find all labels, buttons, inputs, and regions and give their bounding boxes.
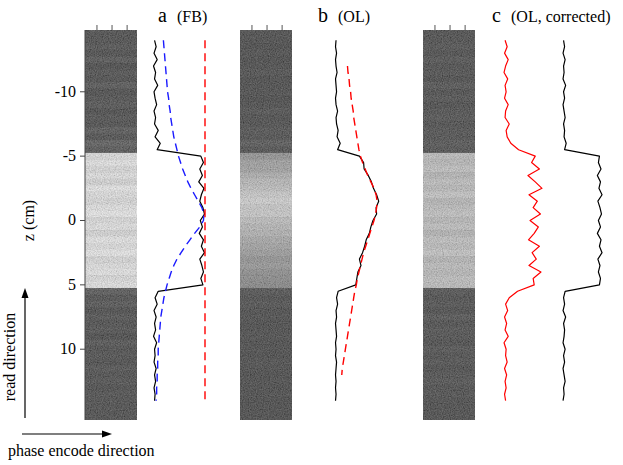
z-tick-label: 10 xyxy=(60,340,76,357)
profile-line xyxy=(156,40,204,400)
image-tick xyxy=(127,25,128,30)
image-tick xyxy=(96,25,97,30)
image xyxy=(423,30,475,420)
z-tick-label: -5 xyxy=(63,147,76,164)
image-noise xyxy=(85,30,137,420)
panel-letter: a xyxy=(158,4,167,26)
z-axis-line xyxy=(85,30,86,420)
image-background xyxy=(240,30,292,420)
phase-direction-label: phase encode direction xyxy=(8,442,155,460)
z-tick xyxy=(80,284,85,285)
image-noise xyxy=(240,30,292,420)
profile-line xyxy=(504,40,542,400)
panel-b: b (OL) xyxy=(240,4,379,421)
profile-line xyxy=(154,40,205,400)
z-tick xyxy=(80,156,85,157)
profile-line xyxy=(342,66,377,375)
panel-letter: b xyxy=(318,4,328,26)
read-direction-arrow xyxy=(24,296,25,418)
image-background xyxy=(85,30,137,420)
z-tick-label: -10 xyxy=(55,83,76,100)
panel-subtitle: (OL, corrected) xyxy=(511,8,611,26)
z-tick xyxy=(80,91,85,92)
profiles xyxy=(154,40,205,400)
image-tick xyxy=(450,25,451,30)
panel-subtitle: (FB) xyxy=(177,8,207,26)
image xyxy=(85,30,137,420)
profile-line xyxy=(563,40,602,400)
z-tick-label: 0 xyxy=(68,211,76,228)
phase-direction-arrowhead xyxy=(102,431,112,438)
profile-line xyxy=(336,40,379,400)
image-tick xyxy=(267,25,268,30)
read-direction-label: read direction xyxy=(1,313,18,401)
panel-subtitle: (OL) xyxy=(338,8,370,26)
figure: -10 -5 0 5 10 z (cm) a (FB) read direction phase … xyxy=(0,0,623,465)
profiles xyxy=(504,40,602,400)
image-background xyxy=(423,30,475,420)
z-tick xyxy=(80,220,85,221)
image xyxy=(240,30,292,420)
image-tick xyxy=(251,25,252,30)
panel-a: -10 -5 0 5 10 z (cm) a (FB) xyxy=(20,4,207,421)
profile-line xyxy=(204,40,205,400)
z-tick-label: 5 xyxy=(68,276,76,293)
image-tick xyxy=(465,25,466,30)
image-tick xyxy=(282,25,283,30)
profiles xyxy=(336,40,379,400)
image-noise xyxy=(423,30,475,420)
panel-letter: c xyxy=(492,4,501,26)
panel-c: c (OL, corrected) xyxy=(423,4,611,421)
image-tick xyxy=(434,25,435,30)
image-tick xyxy=(112,25,113,30)
read-direction-arrowhead xyxy=(22,288,29,298)
z-tick xyxy=(80,349,85,350)
z-axis-title: z (cm) xyxy=(20,200,38,241)
phase-direction-arrow xyxy=(22,433,104,434)
